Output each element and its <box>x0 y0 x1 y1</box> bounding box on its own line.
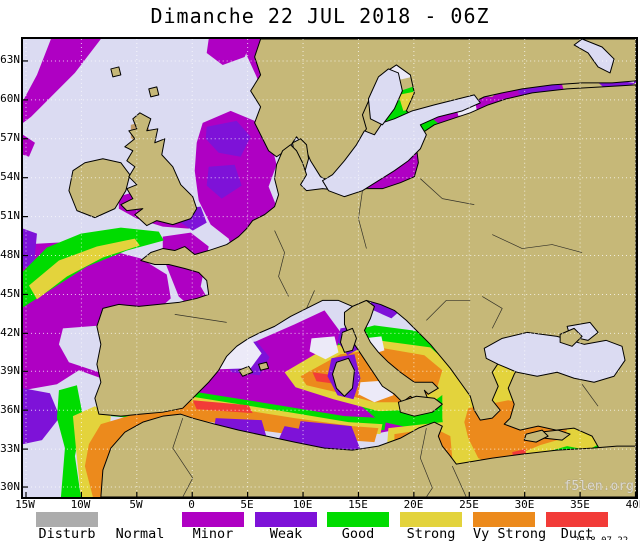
strong-swatch <box>400 512 462 527</box>
lon-label-10e: 10E <box>286 499 320 511</box>
map-title: Dimanche 22 JUL 2018 - 06Z <box>0 4 640 28</box>
legend-item-weak: Weak <box>255 512 317 541</box>
lon-label-15w: 15W <box>8 499 42 511</box>
lon-label-15e: 15E <box>341 499 375 511</box>
disturb-label: Disturb <box>36 527 98 541</box>
legend-item-disturb: Disturb <box>36 512 98 541</box>
lat-label-54n: 54N <box>0 171 20 183</box>
partial-timestamp: 2018-07-22 <box>574 536 640 540</box>
disturb-swatch <box>36 512 98 527</box>
map-canvas <box>23 39 636 497</box>
lat-label-30n: 30N <box>0 481 20 493</box>
lat-label-33n: 33N <box>0 443 20 455</box>
normal-swatch <box>109 512 171 527</box>
legend-item-strong: Strong <box>400 512 462 541</box>
vystrong-label: Vy Strong <box>473 527 535 541</box>
lat-label-42n: 42N <box>0 327 20 339</box>
duct-swatch <box>546 512 608 527</box>
good-label: Good <box>327 527 389 541</box>
lon-label-10w: 10W <box>64 499 98 511</box>
good-swatch <box>327 512 389 527</box>
minor-label: Minor <box>182 527 244 541</box>
weak-label: Weak <box>255 527 317 541</box>
lon-label-25e: 25E <box>452 499 486 511</box>
vystrong-swatch <box>473 512 535 527</box>
legend-item-normal: Normal <box>109 512 171 541</box>
strong-label: Strong <box>400 527 462 541</box>
legend-item-minor: Minor <box>182 512 244 541</box>
lat-label-60n: 60N <box>0 93 20 105</box>
lon-label-20e: 20E <box>397 499 431 511</box>
lat-label-63n: 63N <box>0 54 20 66</box>
legend-item-good: Good <box>327 512 389 541</box>
minor-swatch <box>182 512 244 527</box>
lat-label-36n: 36N <box>0 404 20 416</box>
lon-label-5w: 5W <box>119 499 153 511</box>
lat-label-39n: 39N <box>0 365 20 377</box>
lat-label-57n: 57N <box>0 132 20 144</box>
lon-label-40e: 40E <box>619 499 640 511</box>
normal-label: Normal <box>109 527 171 541</box>
lon-label-5e: 5E <box>230 499 264 511</box>
lon-label-0: 0 <box>175 499 209 511</box>
weak-swatch <box>255 512 317 527</box>
lat-label-45n: 45N <box>0 288 20 300</box>
lon-label-35e: 35E <box>563 499 597 511</box>
watermark: f5len.org <box>558 479 634 494</box>
propagation-map <box>21 37 638 499</box>
lat-label-48n: 48N <box>0 249 20 261</box>
legend-item-vystrong: Vy Strong <box>473 512 535 541</box>
lon-label-30e: 30E <box>508 499 542 511</box>
lat-label-51n: 51N <box>0 210 20 222</box>
